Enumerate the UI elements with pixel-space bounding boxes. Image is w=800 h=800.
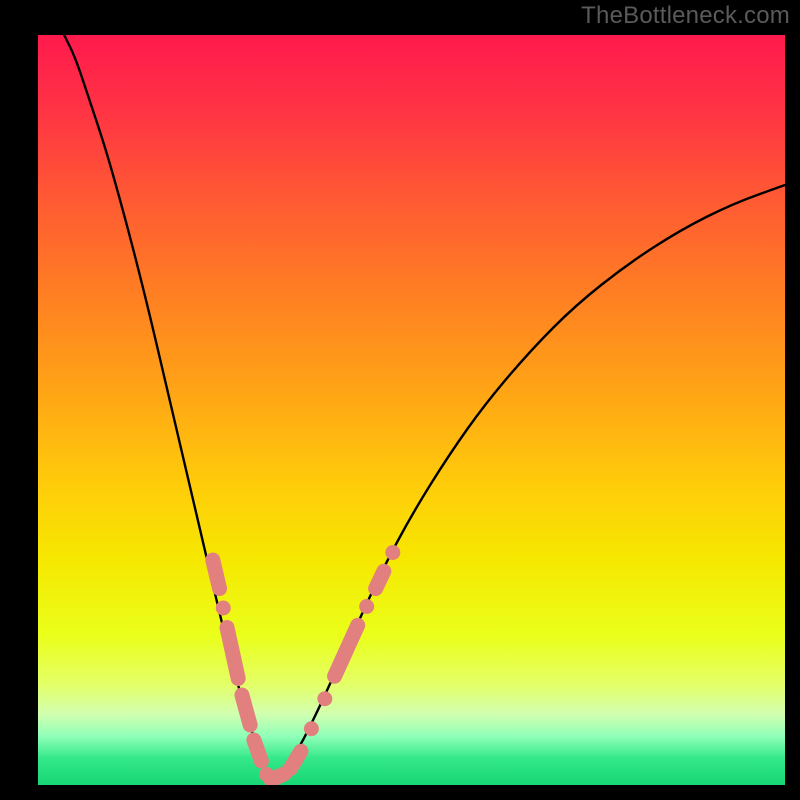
data-point: [359, 599, 374, 614]
data-point-cluster: [213, 560, 220, 589]
data-point: [385, 545, 400, 560]
chart-svg: [38, 35, 785, 785]
data-point-cluster: [242, 695, 250, 725]
watermark-text: TheBottleneck.com: [581, 2, 790, 30]
chart-background: [38, 35, 785, 785]
data-point-cluster: [271, 774, 284, 780]
data-point-cluster: [254, 740, 261, 761]
chart-plot-area: [38, 35, 785, 785]
data-point: [317, 691, 332, 706]
data-point-cluster: [290, 751, 300, 768]
data-point: [304, 721, 319, 736]
data-point: [216, 601, 231, 616]
data-point-cluster: [376, 571, 384, 588]
